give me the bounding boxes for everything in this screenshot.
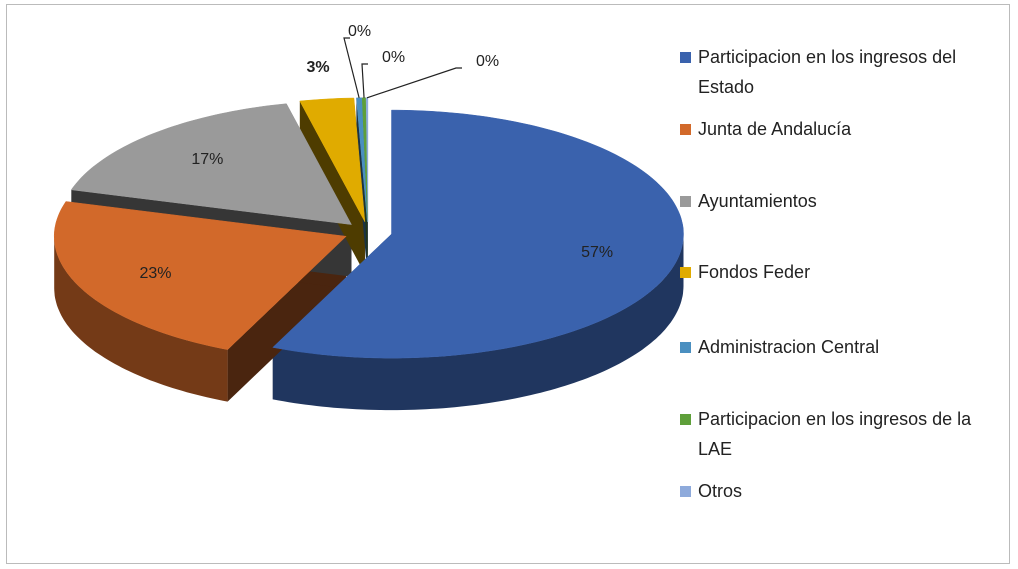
legend-swatch xyxy=(680,414,691,425)
slice xyxy=(70,103,352,225)
legend-swatch xyxy=(680,267,691,278)
data-label: 23% xyxy=(139,265,171,282)
legend-label: Ayuntamientos xyxy=(698,191,817,211)
slice xyxy=(365,97,369,222)
legend-item: Participacion en los ingresos del Estado xyxy=(680,42,998,102)
data-label: 3% xyxy=(306,59,329,76)
slice-tops xyxy=(53,97,684,359)
data-label: 17% xyxy=(191,151,223,168)
legend-swatch xyxy=(680,124,691,135)
legend-item: Administracion Central xyxy=(680,332,998,362)
legend-label: Administracion Central xyxy=(698,337,880,357)
legend-item: Fondos Feder xyxy=(680,257,998,287)
legend-item: Participacion en los ingresos de la LAE xyxy=(680,404,998,464)
slice-outer-wall xyxy=(54,236,228,402)
slice-radial-wall xyxy=(299,101,365,274)
data-label: 0% xyxy=(348,23,371,40)
legend-label: Participacion en los ingresos del Estado xyxy=(698,47,957,97)
leader-line xyxy=(366,67,462,99)
slice xyxy=(272,109,684,359)
legend-swatch xyxy=(680,342,691,353)
legend-item: Otros xyxy=(680,476,998,506)
legend-item: Junta de Andalucía xyxy=(680,114,998,144)
legend-item: Ayuntamientos xyxy=(680,186,998,216)
slice xyxy=(53,201,347,350)
data-label: 0% xyxy=(382,49,405,66)
legend-label: Otros xyxy=(698,481,743,501)
slice xyxy=(299,97,366,223)
leader-line xyxy=(361,63,368,98)
legend-label: Junta de Andalucía xyxy=(698,119,852,139)
legend-swatch xyxy=(680,486,691,497)
slice xyxy=(356,97,368,222)
legend-label: Participacion en los ingresos de la LAE xyxy=(698,409,972,459)
legend-swatch xyxy=(680,52,691,63)
chart-frame xyxy=(6,4,1010,564)
leader-line xyxy=(343,37,360,99)
data-label: 57% xyxy=(581,244,613,261)
slice-outer-wall xyxy=(272,234,684,411)
legend-swatch xyxy=(680,196,691,207)
legend-label: Fondos Feder xyxy=(698,262,811,282)
data-label: 0% xyxy=(476,53,499,70)
